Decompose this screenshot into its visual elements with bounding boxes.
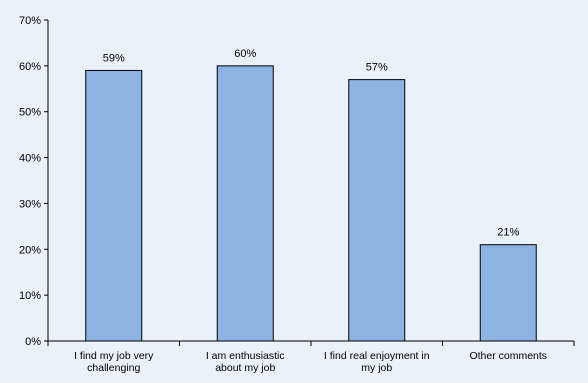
y-tick-label: 10% bbox=[19, 290, 41, 302]
bar-value-label: 60% bbox=[234, 48, 256, 60]
bars: 59% 60% 57% 21% bbox=[85, 48, 537, 342]
bar-value-label: 59% bbox=[103, 52, 125, 64]
bar bbox=[348, 79, 406, 342]
x-category-label: about my job bbox=[215, 362, 275, 374]
y-axis: 0% 10% 20% 30% 40% 50% 60% 70% bbox=[19, 15, 49, 348]
y-tick-label: 40% bbox=[19, 153, 41, 165]
bar bbox=[479, 244, 537, 342]
x-category-label: Other comments bbox=[469, 350, 547, 362]
y-tick-label: 70% bbox=[19, 15, 41, 27]
x-category-label: I find my job very bbox=[74, 350, 154, 362]
x-category-label: I am enthusiastic bbox=[206, 350, 285, 362]
x-category-label: my job bbox=[361, 362, 392, 374]
x-category-label: challenging bbox=[87, 362, 140, 374]
y-tick-label: 30% bbox=[19, 198, 41, 210]
bar-value-label: 21% bbox=[497, 227, 519, 239]
y-tick-label: 60% bbox=[19, 61, 41, 73]
bar bbox=[216, 65, 274, 342]
x-category-label: I find real enjoyment in bbox=[324, 350, 430, 362]
y-tick-label: 50% bbox=[19, 107, 41, 119]
bar-value-label: 57% bbox=[366, 62, 388, 74]
y-tick-label: 20% bbox=[19, 244, 41, 256]
bar bbox=[85, 69, 143, 342]
y-tick-label: 0% bbox=[25, 336, 41, 348]
